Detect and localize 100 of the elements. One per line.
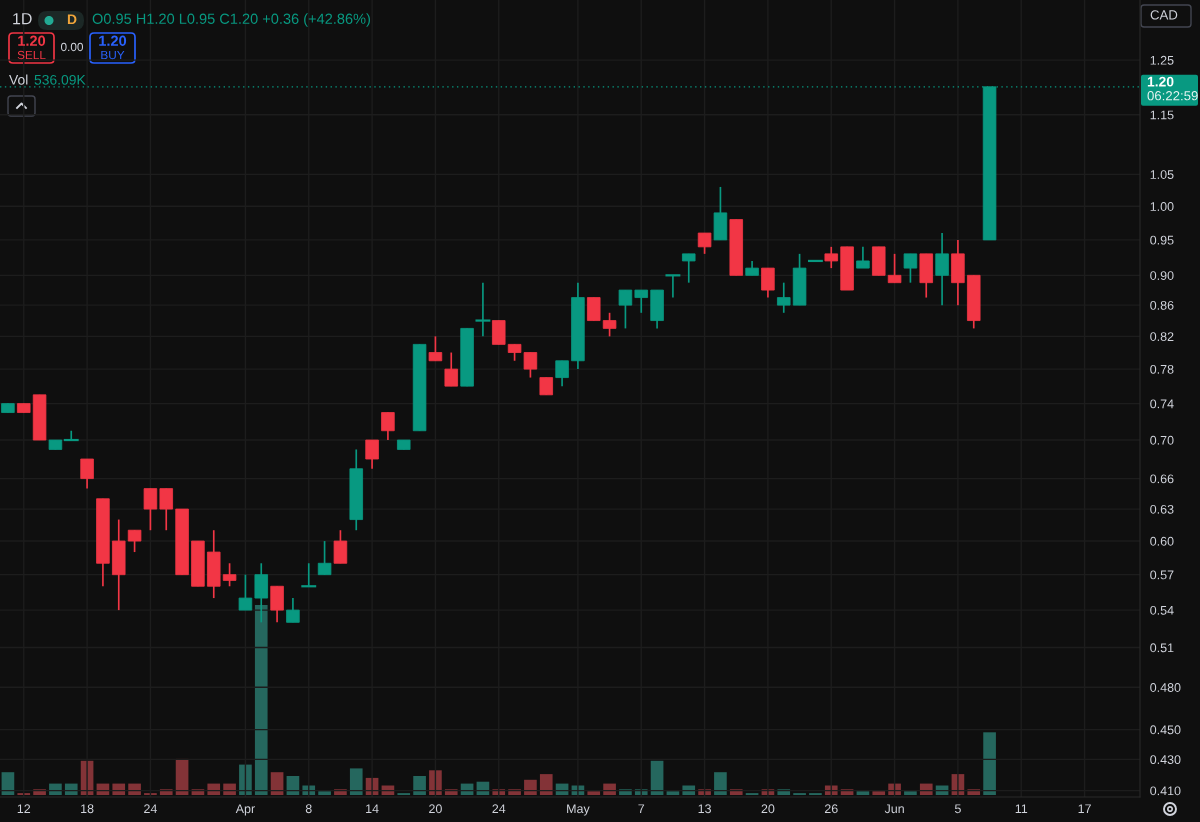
bar	[967, 789, 981, 795]
y-tick-label: 1.00	[1150, 202, 1174, 211]
annotation: 0.00	[60, 42, 84, 52]
y-tick-label: 0.78	[1150, 364, 1174, 374]
y-tick-label: 1.15	[1150, 110, 1174, 120]
bar	[904, 791, 917, 795]
y-tick-label: 0.86	[1150, 300, 1174, 310]
x-tick-label: 17	[1078, 804, 1091, 813]
annotation: D	[67, 14, 77, 25]
candlestick	[935, 232, 949, 306]
y-tick-label: 0.57	[1150, 570, 1174, 580]
candlestick	[270, 585, 284, 624]
bar	[429, 770, 442, 795]
x-tick-label: 13	[698, 804, 711, 814]
y-tick-label: 0.54	[1150, 605, 1174, 615]
y-tick-label: 0.90	[1150, 271, 1174, 280]
bar	[587, 791, 601, 795]
text: CAD	[1150, 10, 1178, 20]
y-tick-label: 0.70	[1150, 435, 1174, 445]
annotation: Vol	[9, 74, 28, 85]
bar	[349, 768, 363, 795]
x-tick-label: 5	[954, 804, 961, 814]
candlestick	[887, 253, 902, 284]
candlestick	[365, 439, 379, 470]
y-tick-label: 0.450	[1150, 725, 1181, 735]
candlestick	[222, 562, 237, 588]
bar	[128, 783, 141, 795]
bar	[270, 772, 284, 795]
candlestick	[824, 246, 838, 269]
candlestick	[159, 487, 173, 532]
x-tick-label: 20	[761, 804, 775, 814]
bar	[33, 789, 46, 795]
bar	[49, 783, 62, 795]
annotation: SELL	[17, 50, 46, 60]
y-tick-label: 0.82	[1150, 332, 1174, 341]
bar	[983, 732, 996, 795]
candlestick	[697, 232, 712, 255]
x-tick-label: Apr	[235, 804, 255, 816]
x-tick-label: Jun	[884, 804, 904, 814]
y-tick-label: 0.66	[1150, 474, 1174, 484]
bar	[682, 785, 696, 795]
bar	[666, 791, 680, 795]
x-tick-label: 12	[17, 804, 31, 813]
bar	[444, 789, 458, 795]
bar	[935, 785, 949, 795]
candlestick	[602, 311, 617, 338]
annotation: 1.20	[18, 35, 46, 46]
x-tick-label: 8	[305, 804, 312, 814]
text: 1D	[13, 13, 32, 25]
bar	[508, 789, 521, 795]
candlestick	[444, 351, 458, 387]
bar	[619, 789, 632, 795]
bar	[112, 783, 126, 795]
candlestick	[682, 253, 696, 284]
bar	[919, 783, 933, 795]
candlestick	[286, 597, 300, 624]
candlestick	[127, 529, 142, 553]
candlestick	[80, 458, 94, 490]
bar	[207, 783, 221, 795]
bar	[318, 791, 331, 795]
candlestick	[254, 562, 268, 624]
bar	[714, 772, 727, 795]
candlestick	[665, 274, 681, 299]
x-tick-label: 26	[824, 804, 838, 814]
bar	[872, 791, 886, 795]
candlestick	[761, 267, 775, 299]
x-tick-label: May	[567, 804, 590, 816]
y-tick-label: 1.05	[1150, 170, 1174, 179]
annotation: BUY	[101, 50, 125, 60]
bar	[539, 774, 553, 795]
y-tick-label: 0.51	[1150, 643, 1174, 653]
bar	[334, 789, 347, 795]
bar	[286, 776, 300, 795]
candlestick	[856, 246, 870, 269]
candlestick	[381, 411, 395, 441]
candlestick	[903, 253, 918, 284]
y-tick-label: 0.410	[1150, 786, 1181, 796]
y-tick-label: 0.480	[1150, 683, 1181, 692]
candlestick	[475, 281, 491, 338]
candlestick	[618, 289, 633, 330]
x-tick-label: 24	[144, 804, 157, 813]
bar	[254, 605, 268, 795]
candlestick	[301, 562, 317, 588]
bar	[856, 791, 870, 795]
candlestick	[317, 540, 332, 576]
annotation: 1.20	[99, 35, 127, 46]
bar	[381, 785, 395, 795]
y-tick-label: 0.60	[1150, 536, 1174, 546]
y-tick-label: 1.25	[1150, 55, 1174, 65]
annotation: 536.09K	[34, 74, 86, 85]
bar	[413, 776, 426, 795]
candlestick	[143, 487, 158, 532]
candlestick	[428, 335, 443, 362]
bar	[729, 789, 743, 795]
bar	[302, 785, 316, 795]
x-tick-label: 24	[492, 804, 506, 813]
x-tick-label: 20	[429, 804, 442, 814]
candlestick	[63, 429, 79, 442]
bar	[777, 789, 791, 795]
x-tick-label: 14	[366, 804, 379, 813]
